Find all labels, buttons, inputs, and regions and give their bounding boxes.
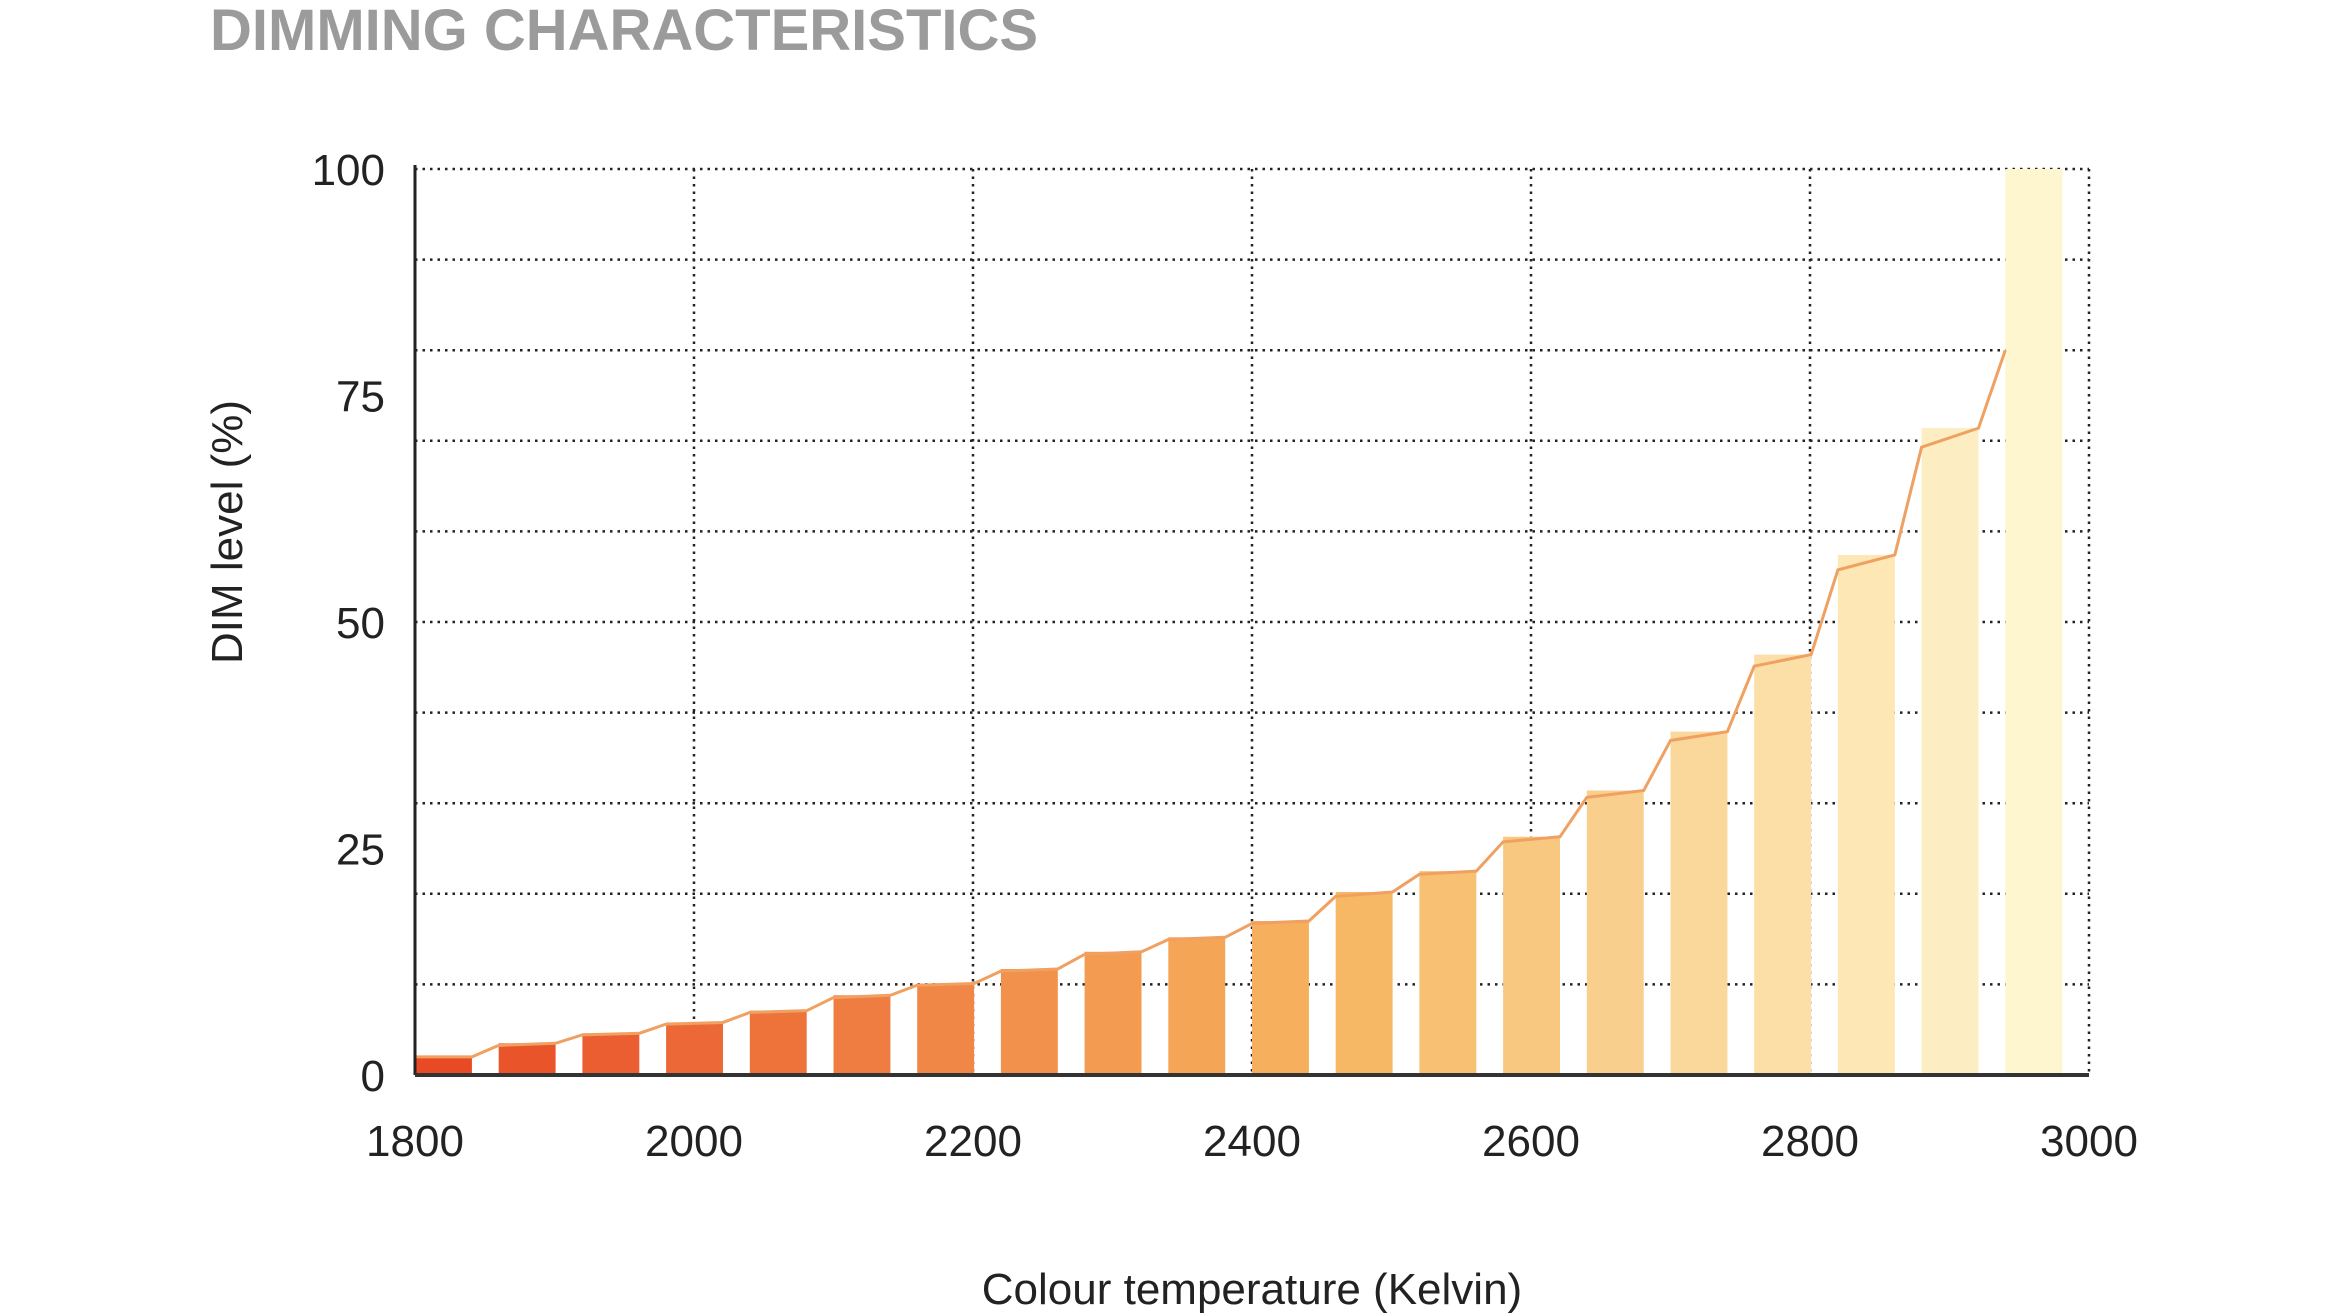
bar bbox=[1586, 790, 1644, 1075]
bar bbox=[917, 983, 975, 1075]
bar bbox=[1837, 554, 1895, 1075]
chart-title: DIMMING CHARACTERISTICS bbox=[210, 0, 1038, 63]
x-tick-label: 2600 bbox=[1482, 1117, 1580, 1166]
y-tick-label: 100 bbox=[312, 146, 385, 195]
bar bbox=[666, 1022, 724, 1075]
bars bbox=[415, 169, 2063, 1076]
x-tick-label: 2800 bbox=[1761, 1117, 1859, 1166]
bar bbox=[1921, 428, 1979, 1076]
y-tick-label: 75 bbox=[336, 373, 385, 422]
axes bbox=[413, 165, 2089, 1077]
bar bbox=[1419, 871, 1477, 1075]
trend-line bbox=[415, 349, 2007, 1059]
bar bbox=[1335, 891, 1393, 1075]
x-tick-label: 3000 bbox=[2040, 1117, 2138, 1166]
y-axis-label: DIM level (%) bbox=[203, 400, 252, 664]
bar bbox=[1503, 836, 1561, 1075]
x-axis-label: Colour temperature (Kelvin) bbox=[982, 1265, 1522, 1314]
x-tick-label: 2000 bbox=[645, 1117, 743, 1166]
bar bbox=[1252, 920, 1309, 1075]
x-tick-label: 1800 bbox=[366, 1117, 464, 1166]
bar bbox=[1084, 951, 1142, 1075]
bar bbox=[415, 1056, 472, 1075]
tick-labels: 0 25 50 75 100 1800 2000 2200 2400 2600 2800 3000 bbox=[312, 146, 2138, 1166]
bar bbox=[1000, 968, 1058, 1075]
y-tick-label: 50 bbox=[336, 599, 385, 648]
y-tick-label: 25 bbox=[336, 826, 385, 875]
bar bbox=[2005, 169, 2063, 1075]
bar bbox=[1754, 654, 1812, 1075]
bar bbox=[498, 1043, 556, 1075]
x-tick-label: 2400 bbox=[1203, 1117, 1301, 1166]
bar bbox=[1168, 937, 1226, 1075]
bar bbox=[1670, 731, 1728, 1075]
bar bbox=[833, 995, 891, 1075]
x-tick-label: 2200 bbox=[924, 1117, 1022, 1166]
bar bbox=[749, 1010, 807, 1075]
bar bbox=[582, 1033, 640, 1075]
y-tick-label: 0 bbox=[361, 1052, 385, 1101]
